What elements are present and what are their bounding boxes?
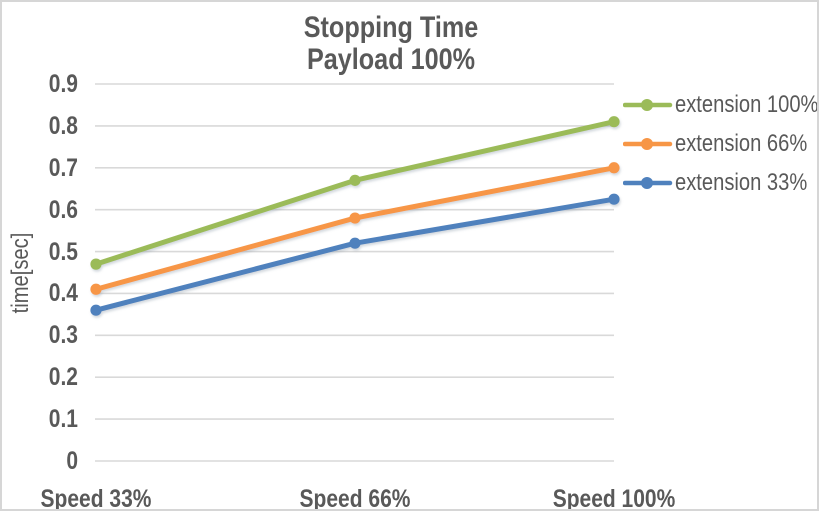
y-tick-label: 0.2 [48, 363, 78, 392]
x-category-label: Speed 66% [299, 485, 411, 511]
data-point-marker [608, 162, 620, 174]
legend-item: extension 100% [623, 85, 819, 124]
data-point-marker [90, 304, 102, 316]
legend-label: extension 33% [675, 168, 808, 196]
y-tick-label: 0.8 [48, 111, 78, 140]
data-point-marker [90, 283, 102, 295]
legend-label: extension 66% [675, 129, 808, 157]
data-point-marker [90, 258, 102, 270]
chart-subtitle: Payload 100% [306, 43, 476, 76]
legend-line-marker-icon [623, 176, 673, 189]
legend-item: extension 33% [623, 163, 817, 202]
y-tick-label: 0.1 [48, 405, 78, 434]
series-extension-33- [90, 193, 620, 316]
y-tick-label: 0.3 [48, 321, 78, 350]
chart-title-block: Stopping Time Payload 100% [2, 12, 780, 76]
legend-line-marker-icon [623, 98, 673, 111]
y-tick-label: 0.6 [48, 195, 78, 224]
x-category-label: Speed 100% [552, 485, 676, 511]
data-point-marker [608, 193, 620, 205]
y-tick-label: 0.5 [48, 237, 78, 266]
legend-item: extension 66% [623, 124, 817, 163]
x-category-label: Speed 33% [40, 485, 152, 511]
data-point-marker [349, 237, 361, 249]
legend: extension 100% extension 66% extension 33% [623, 85, 819, 202]
y-tick-label: 0.7 [48, 153, 78, 182]
chart-title: Stopping Time [303, 11, 479, 44]
y-tick-label: 0.9 [48, 70, 78, 98]
series-extension-66- [90, 162, 620, 295]
series-extension-100- [90, 116, 620, 270]
y-tick-label: 0.4 [48, 279, 78, 308]
legend-label: extension 100% [675, 90, 819, 118]
data-point-marker [349, 174, 361, 186]
legend-line-marker-icon [623, 137, 673, 150]
data-point-marker [608, 116, 620, 128]
series-line [93, 165, 617, 292]
data-point-marker [349, 212, 361, 224]
y-tick-label: 0 [66, 447, 78, 475]
